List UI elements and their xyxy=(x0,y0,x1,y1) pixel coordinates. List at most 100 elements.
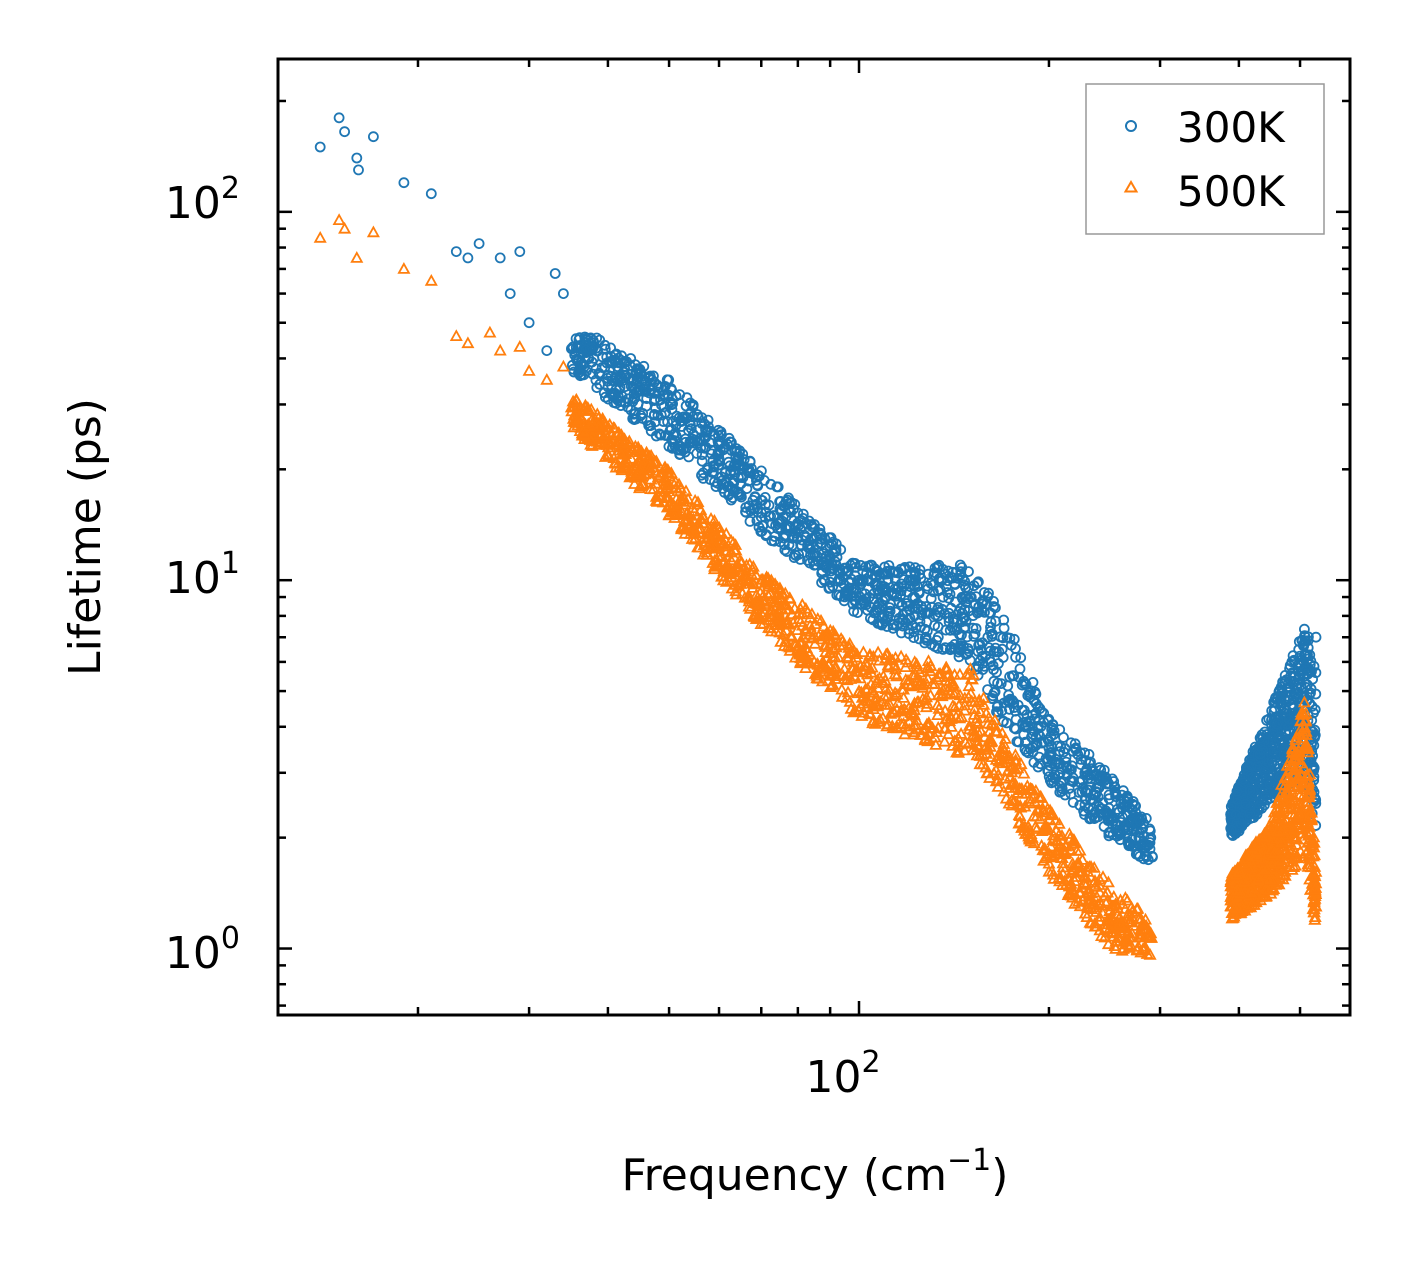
data-point-500k xyxy=(483,325,497,338)
data-point-500k xyxy=(844,672,858,684)
data-point-500k xyxy=(897,702,911,715)
data-point-300k xyxy=(706,448,717,460)
data-point-500k xyxy=(461,336,475,349)
data-point-300k xyxy=(970,623,982,634)
data-point-300k xyxy=(599,362,611,373)
data-point-500k xyxy=(1071,855,1085,868)
data-point-500k xyxy=(704,511,718,524)
data-point-500k xyxy=(1014,800,1028,813)
data-point-300k xyxy=(1225,808,1237,820)
data-point-500k xyxy=(1230,883,1244,896)
data-point-300k xyxy=(743,475,754,487)
data-point-500k xyxy=(984,717,999,730)
data-point-500k xyxy=(1293,722,1308,735)
data-point-300k xyxy=(615,400,627,412)
data-point-300k xyxy=(921,580,933,592)
data-point-300k xyxy=(824,576,836,588)
data-point-500k xyxy=(763,586,777,599)
data-point-500k xyxy=(1000,751,1014,764)
data-point-500k xyxy=(977,691,991,703)
data-point-300k xyxy=(982,684,993,695)
data-point-500k xyxy=(894,649,908,662)
data-point-500k xyxy=(766,607,780,620)
data-point-300k xyxy=(1116,789,1128,801)
data-point-300k xyxy=(1264,779,1276,790)
data-point-500k xyxy=(595,414,609,427)
data-point-300k xyxy=(1020,720,1031,732)
data-point-500k xyxy=(760,570,774,583)
plot-frame xyxy=(276,57,1352,1017)
data-point-300k xyxy=(1098,821,1110,832)
data-point-500k xyxy=(1066,860,1080,873)
data-point-500k xyxy=(776,627,790,640)
data-point-500k xyxy=(825,634,839,646)
data-point-300k xyxy=(1103,793,1115,805)
data-point-500k xyxy=(803,610,817,623)
legend-label-300k: 300K xyxy=(1177,103,1286,152)
data-point-300k xyxy=(744,516,756,527)
data-point-300k xyxy=(860,599,872,611)
data-point-300k xyxy=(701,426,712,438)
data-point-500k xyxy=(627,477,642,489)
data-point-300k xyxy=(933,575,945,587)
data-point-300k xyxy=(889,583,901,594)
data-point-300k xyxy=(314,141,326,153)
data-point-300k xyxy=(339,126,351,138)
data-point-500k xyxy=(963,661,977,674)
data-point-500k xyxy=(1298,720,1312,733)
data-point-500k xyxy=(883,651,897,664)
data-point-500k xyxy=(1306,849,1320,862)
data-point-500k xyxy=(1131,901,1145,914)
data-point-500k xyxy=(631,442,645,455)
data-point-500k xyxy=(556,359,570,372)
data-point-300k xyxy=(943,592,955,604)
data-point-300k xyxy=(1261,794,1273,806)
data-point-300k xyxy=(844,577,856,589)
data-point-300k xyxy=(1254,749,1266,760)
data-point-300k xyxy=(1261,714,1272,726)
data-point-500k xyxy=(923,664,937,676)
data-point-300k xyxy=(970,591,982,602)
data-point-300k xyxy=(1309,704,1321,715)
data-point-500k xyxy=(1289,730,1303,743)
data-point-500k xyxy=(996,756,1010,769)
data-point-500k xyxy=(1233,906,1247,919)
data-point-500k xyxy=(1101,937,1115,950)
data-point-500k xyxy=(1083,869,1097,882)
data-point-300k xyxy=(937,563,949,575)
data-point-500k xyxy=(1279,812,1293,825)
data-point-300k xyxy=(819,553,831,565)
data-point-300k xyxy=(1044,747,1056,759)
data-point-300k xyxy=(743,500,755,512)
data-point-500k xyxy=(1232,864,1246,876)
data-point-300k xyxy=(741,483,753,495)
data-point-500k xyxy=(708,559,722,572)
data-point-500k xyxy=(938,721,953,734)
data-point-500k xyxy=(586,417,600,429)
data-point-500k xyxy=(785,607,799,620)
data-point-500k xyxy=(921,672,935,684)
data-point-300k xyxy=(1307,760,1318,772)
data-point-300k xyxy=(805,539,817,551)
data-point-300k xyxy=(718,444,729,456)
data-point-500k xyxy=(761,574,775,586)
data-point-500k xyxy=(985,750,999,762)
data-point-500k xyxy=(633,465,647,477)
data-point-300k xyxy=(685,406,697,418)
data-point-300k xyxy=(988,596,999,607)
data-point-300k xyxy=(985,616,997,628)
data-point-300k xyxy=(1230,809,1242,821)
data-point-500k xyxy=(796,607,810,620)
data-point-500k xyxy=(624,468,638,481)
data-point-300k xyxy=(1046,724,1057,736)
data-point-500k xyxy=(964,686,978,699)
data-point-500k xyxy=(1082,860,1096,872)
data-point-300k xyxy=(1102,777,1114,789)
data-point-500k xyxy=(1245,840,1259,853)
data-point-500k xyxy=(949,686,963,698)
data-point-500k xyxy=(846,661,860,674)
data-point-500k xyxy=(1045,807,1059,820)
data-point-300k xyxy=(649,408,660,420)
data-point-300k xyxy=(745,505,757,517)
data-point-300k xyxy=(945,643,956,655)
